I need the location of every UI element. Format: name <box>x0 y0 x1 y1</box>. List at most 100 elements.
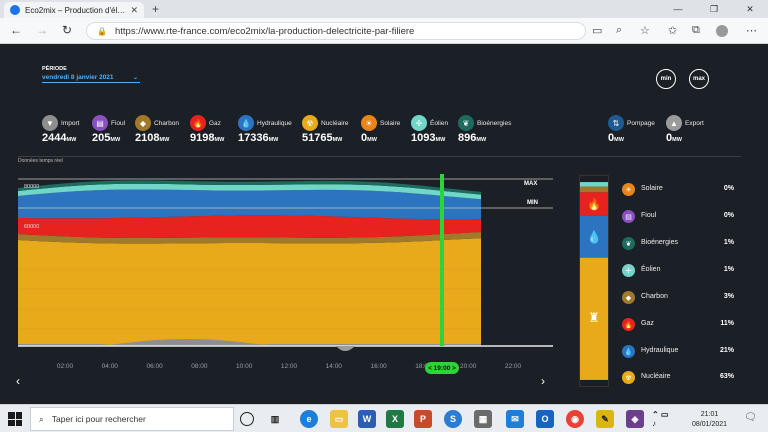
area-hydraulique <box>18 189 481 220</box>
favorites-list-icon[interactable]: ✩ <box>668 25 678 37</box>
source-name: Pompage <box>627 120 655 127</box>
source-name: Fioul <box>111 120 126 127</box>
source-icon: ▲ <box>666 115 682 131</box>
source-unit: MW <box>332 137 343 143</box>
calculator-icon[interactable]: ▦ <box>474 410 492 428</box>
file-explorer-icon[interactable]: ▭ <box>330 410 348 428</box>
profile-avatar[interactable] <box>716 25 728 37</box>
chrome-icon[interactable]: ◉ <box>566 410 584 428</box>
divider <box>18 156 741 157</box>
mix-item-name: Solaire <box>641 185 663 192</box>
windows-taskbar: ⌕ Taper ici pour rechercher ▥ e ▭ W X P … <box>0 404 768 432</box>
powerpoint-icon[interactable]: P <box>414 410 432 428</box>
source-name: Gaz <box>209 120 221 127</box>
mix-item-percent: 0% <box>723 185 734 192</box>
source-name: Solaire <box>380 120 401 127</box>
notepad-app-icon[interactable]: ✎ <box>596 410 614 428</box>
tab-close-icon[interactable]: ✕ <box>130 4 138 15</box>
source-value-number: 1093 <box>411 132 436 144</box>
site-favicon-icon <box>10 5 20 15</box>
periode-label: PÉRIODE <box>42 66 67 72</box>
mix-item-name: Nucléaire <box>641 373 671 380</box>
source-icon: ☢ <box>302 115 318 131</box>
windows-start-icon[interactable] <box>8 412 22 426</box>
mail-icon[interactable]: ✉ <box>506 410 524 428</box>
app-icon[interactable]: ◈ <box>626 410 644 428</box>
lock-icon: 🔒 <box>97 26 107 36</box>
source-value-number: 9198 <box>190 132 215 144</box>
source-value-number: 896 <box>458 132 477 144</box>
mix-item-name: Hydraulique <box>641 347 679 354</box>
task-view-icon[interactable]: ▥ <box>270 413 280 424</box>
source-icon: ▼ <box>42 115 58 131</box>
excel-icon[interactable]: X <box>386 410 404 428</box>
mix-bar-gaz <box>580 192 608 216</box>
source-unit: MW <box>159 137 170 143</box>
taskbar-clock[interactable]: 21:01 08/01/2021 <box>692 410 727 430</box>
word-icon[interactable]: W <box>358 410 376 428</box>
source-value-number: 0 <box>608 132 615 144</box>
clock-date: 08/01/2021 <box>692 421 728 428</box>
source-unit: MW <box>214 137 225 143</box>
source-icon: 💧 <box>238 115 254 131</box>
next-day-arrow-icon[interactable]: › <box>541 374 545 388</box>
cursor-time-label[interactable]: < 19:00 > <box>425 362 459 374</box>
notification-icon[interactable]: 🗨 <box>744 412 757 423</box>
mix-item-percent: 0% <box>723 212 734 219</box>
mix-item-icon: ▤ <box>622 210 635 223</box>
source-icon: 🔥 <box>190 115 206 131</box>
skype-icon[interactable]: S <box>444 410 462 428</box>
previous-day-arrow-icon[interactable]: ‹ <box>16 374 20 388</box>
source-value: 2108MW <box>135 132 169 144</box>
outlook-icon[interactable]: O <box>536 410 554 428</box>
area-charbon <box>18 232 481 244</box>
source-name: Nucléaire <box>321 120 349 127</box>
favorite-star-icon[interactable]: ☆ <box>640 25 650 37</box>
mix-item-icon: 🔥 <box>622 318 635 331</box>
cortana-icon[interactable] <box>240 412 254 426</box>
max-button[interactable]: max <box>689 69 709 89</box>
maximize-button[interactable]: ❐ <box>709 4 719 14</box>
source-icon: ◆ <box>135 115 151 131</box>
url-bar[interactable]: 🔒 https://www.rte-france.com/eco2mix/la-… <box>86 22 586 40</box>
x-tick-label: 14:00 <box>326 363 343 370</box>
source-name: Hydraulique <box>257 120 292 127</box>
forward-arrow-icon[interactable]: → <box>36 23 48 37</box>
production-stacked-area-chart[interactable]: MAX MIN 80000 60000 02:00 04:00 06:00 08:00… <box>18 174 553 374</box>
mix-item-percent: 1% <box>723 239 734 246</box>
min-button[interactable]: min <box>656 69 676 89</box>
realtime-label: Données temps réel <box>18 158 63 164</box>
source-value: 51765MW <box>302 132 342 144</box>
mix-bar-nucleaire <box>580 257 608 380</box>
more-menu-icon[interactable]: ⋯ <box>746 25 757 37</box>
area-eolien <box>18 183 481 200</box>
mix-item-percent: 63% <box>720 373 735 380</box>
source-value-number: 2108 <box>135 132 160 144</box>
source-name: Charbon <box>154 120 179 127</box>
minimize-button[interactable]: — <box>673 4 683 14</box>
system-tray-icons[interactable]: ⌃ ▭ ♪ <box>652 410 669 428</box>
mix-item-name: Gaz <box>641 320 654 327</box>
new-tab-button[interactable]: + <box>152 2 160 16</box>
back-arrow-icon[interactable]: ← <box>10 23 22 37</box>
y-label-80000: 80000 <box>24 184 39 190</box>
source-value-number: 2444 <box>42 132 67 144</box>
source-name: Export <box>685 120 704 127</box>
source-value: 205MW <box>92 132 120 144</box>
close-window-button[interactable]: ✕ <box>746 4 754 14</box>
mix-item-icon: ✢ <box>622 264 635 277</box>
eco2mix-page: PÉRIODE vendredi 8 janvier 2021 ⌄ min ma… <box>0 44 768 404</box>
edge-icon[interactable]: e <box>300 410 318 428</box>
reader-view-icon[interactable]: ▭ <box>592 25 603 37</box>
browser-tab[interactable]: Eco2mix – Production d'électricité ✕ <box>4 2 144 18</box>
periode-date-picker[interactable]: vendredi 8 janvier 2021 ⌄ <box>42 74 140 83</box>
source-unit: MW <box>614 137 624 143</box>
refresh-icon[interactable]: ↻ <box>62 23 73 37</box>
zoom-icon[interactable]: ⌕ <box>616 24 623 36</box>
mix-item-percent: 1% <box>723 266 734 273</box>
collections-icon[interactable]: ⧉ <box>692 24 700 36</box>
source-unit: MW <box>476 137 487 143</box>
taskbar-search-box[interactable]: ⌕ Taper ici pour rechercher <box>30 407 234 431</box>
source-unit: MW <box>268 137 279 143</box>
search-placeholder: Taper ici pour rechercher <box>51 414 146 424</box>
